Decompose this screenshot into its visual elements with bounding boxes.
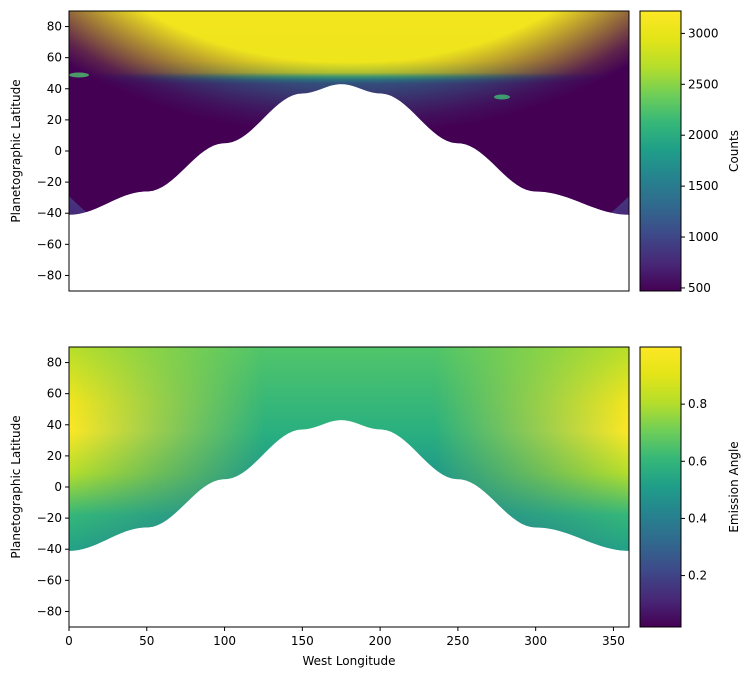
colorbar-tick-label: 0.4 <box>688 511 707 525</box>
bright-spot-west <box>69 72 89 78</box>
y-tick-label: −60 <box>37 237 62 251</box>
colorbar-tick-label: 500 <box>688 281 711 295</box>
y-tick-label: −40 <box>37 206 62 220</box>
y-tick-label: −20 <box>37 175 62 189</box>
y-tick-label: 20 <box>47 449 62 463</box>
x-tick-label: 200 <box>369 634 392 648</box>
x-tick-label: 250 <box>446 634 469 648</box>
colorbar-tick-label: 2000 <box>688 128 719 142</box>
counts-colorbar: 500 1000 1500 2000 2500 3000 Counts <box>639 10 741 295</box>
bright-spot-east <box>494 94 510 100</box>
colorbar-tick-label: 0.2 <box>688 569 707 583</box>
x-tick-label: 50 <box>139 634 154 648</box>
emission-angle-heatmap <box>69 347 629 551</box>
y-tick-label: −20 <box>37 511 62 525</box>
colorbar-tick-label: 3000 <box>688 26 719 40</box>
bottom-panel-x-label: West Longitude <box>303 654 396 668</box>
emission-angle-colorbar: 0.2 0.4 0.6 0.8 Emission Angle <box>639 346 741 628</box>
colorbar-tick-label: 0.6 <box>688 454 707 468</box>
top-panel-y-label: Planetographic Latitude <box>9 79 23 222</box>
colorbar-tick-label: 1000 <box>688 230 719 244</box>
emission-angle-colorbar-gradient <box>639 346 682 628</box>
emission-angle-colorbar-ticks: 0.2 0.4 0.6 0.8 <box>681 397 707 583</box>
colorbar-tick-label: 2500 <box>688 77 719 91</box>
x-tick-label: 150 <box>291 634 314 648</box>
counts-colorbar-ticks: 500 1000 1500 2000 2500 3000 <box>681 26 719 295</box>
bottom-panel-x-axis: 0 50 100 150 200 250 300 350 <box>65 627 625 648</box>
x-tick-label: 100 <box>213 634 236 648</box>
y-tick-label: 60 <box>47 51 62 65</box>
y-tick-label: 80 <box>47 20 62 34</box>
colorbar-tick-label: 0.8 <box>688 397 707 411</box>
x-tick-label: 300 <box>524 634 547 648</box>
colorbar-tick-label: 1500 <box>688 179 719 193</box>
bottom-panel-y-axis: −80 −60 −40 −20 0 20 40 60 80 <box>37 356 69 618</box>
top-panel-y-axis: −80 −60 −40 −20 0 20 40 60 80 <box>37 20 69 282</box>
y-tick-label: −60 <box>37 573 62 587</box>
y-tick-label: 40 <box>47 82 62 96</box>
counts-colorbar-gradient <box>639 10 682 292</box>
y-tick-label: 0 <box>54 144 62 158</box>
counts-colorbar-label: Counts <box>727 130 741 172</box>
y-tick-label: 0 <box>54 480 62 494</box>
y-tick-label: 20 <box>47 113 62 127</box>
y-tick-label: −40 <box>37 542 62 556</box>
bottom-panel-y-label: Planetographic Latitude <box>9 415 23 558</box>
y-tick-label: 60 <box>47 387 62 401</box>
bottom-panel: −80 −60 −40 −20 0 20 40 60 80 0 50 100 150 200 250 300… <box>9 346 630 668</box>
x-tick-label: 0 <box>65 634 73 648</box>
y-tick-label: 40 <box>47 418 62 432</box>
x-tick-label: 350 <box>602 634 625 648</box>
y-tick-label: 80 <box>47 356 62 370</box>
y-tick-label: −80 <box>37 268 62 282</box>
y-tick-label: −80 <box>37 604 62 618</box>
emission-angle-colorbar-label: Emission Angle <box>727 441 741 532</box>
top-panel: −80 −60 −40 −20 0 20 40 60 80 Planetographic Lat… <box>9 10 630 292</box>
